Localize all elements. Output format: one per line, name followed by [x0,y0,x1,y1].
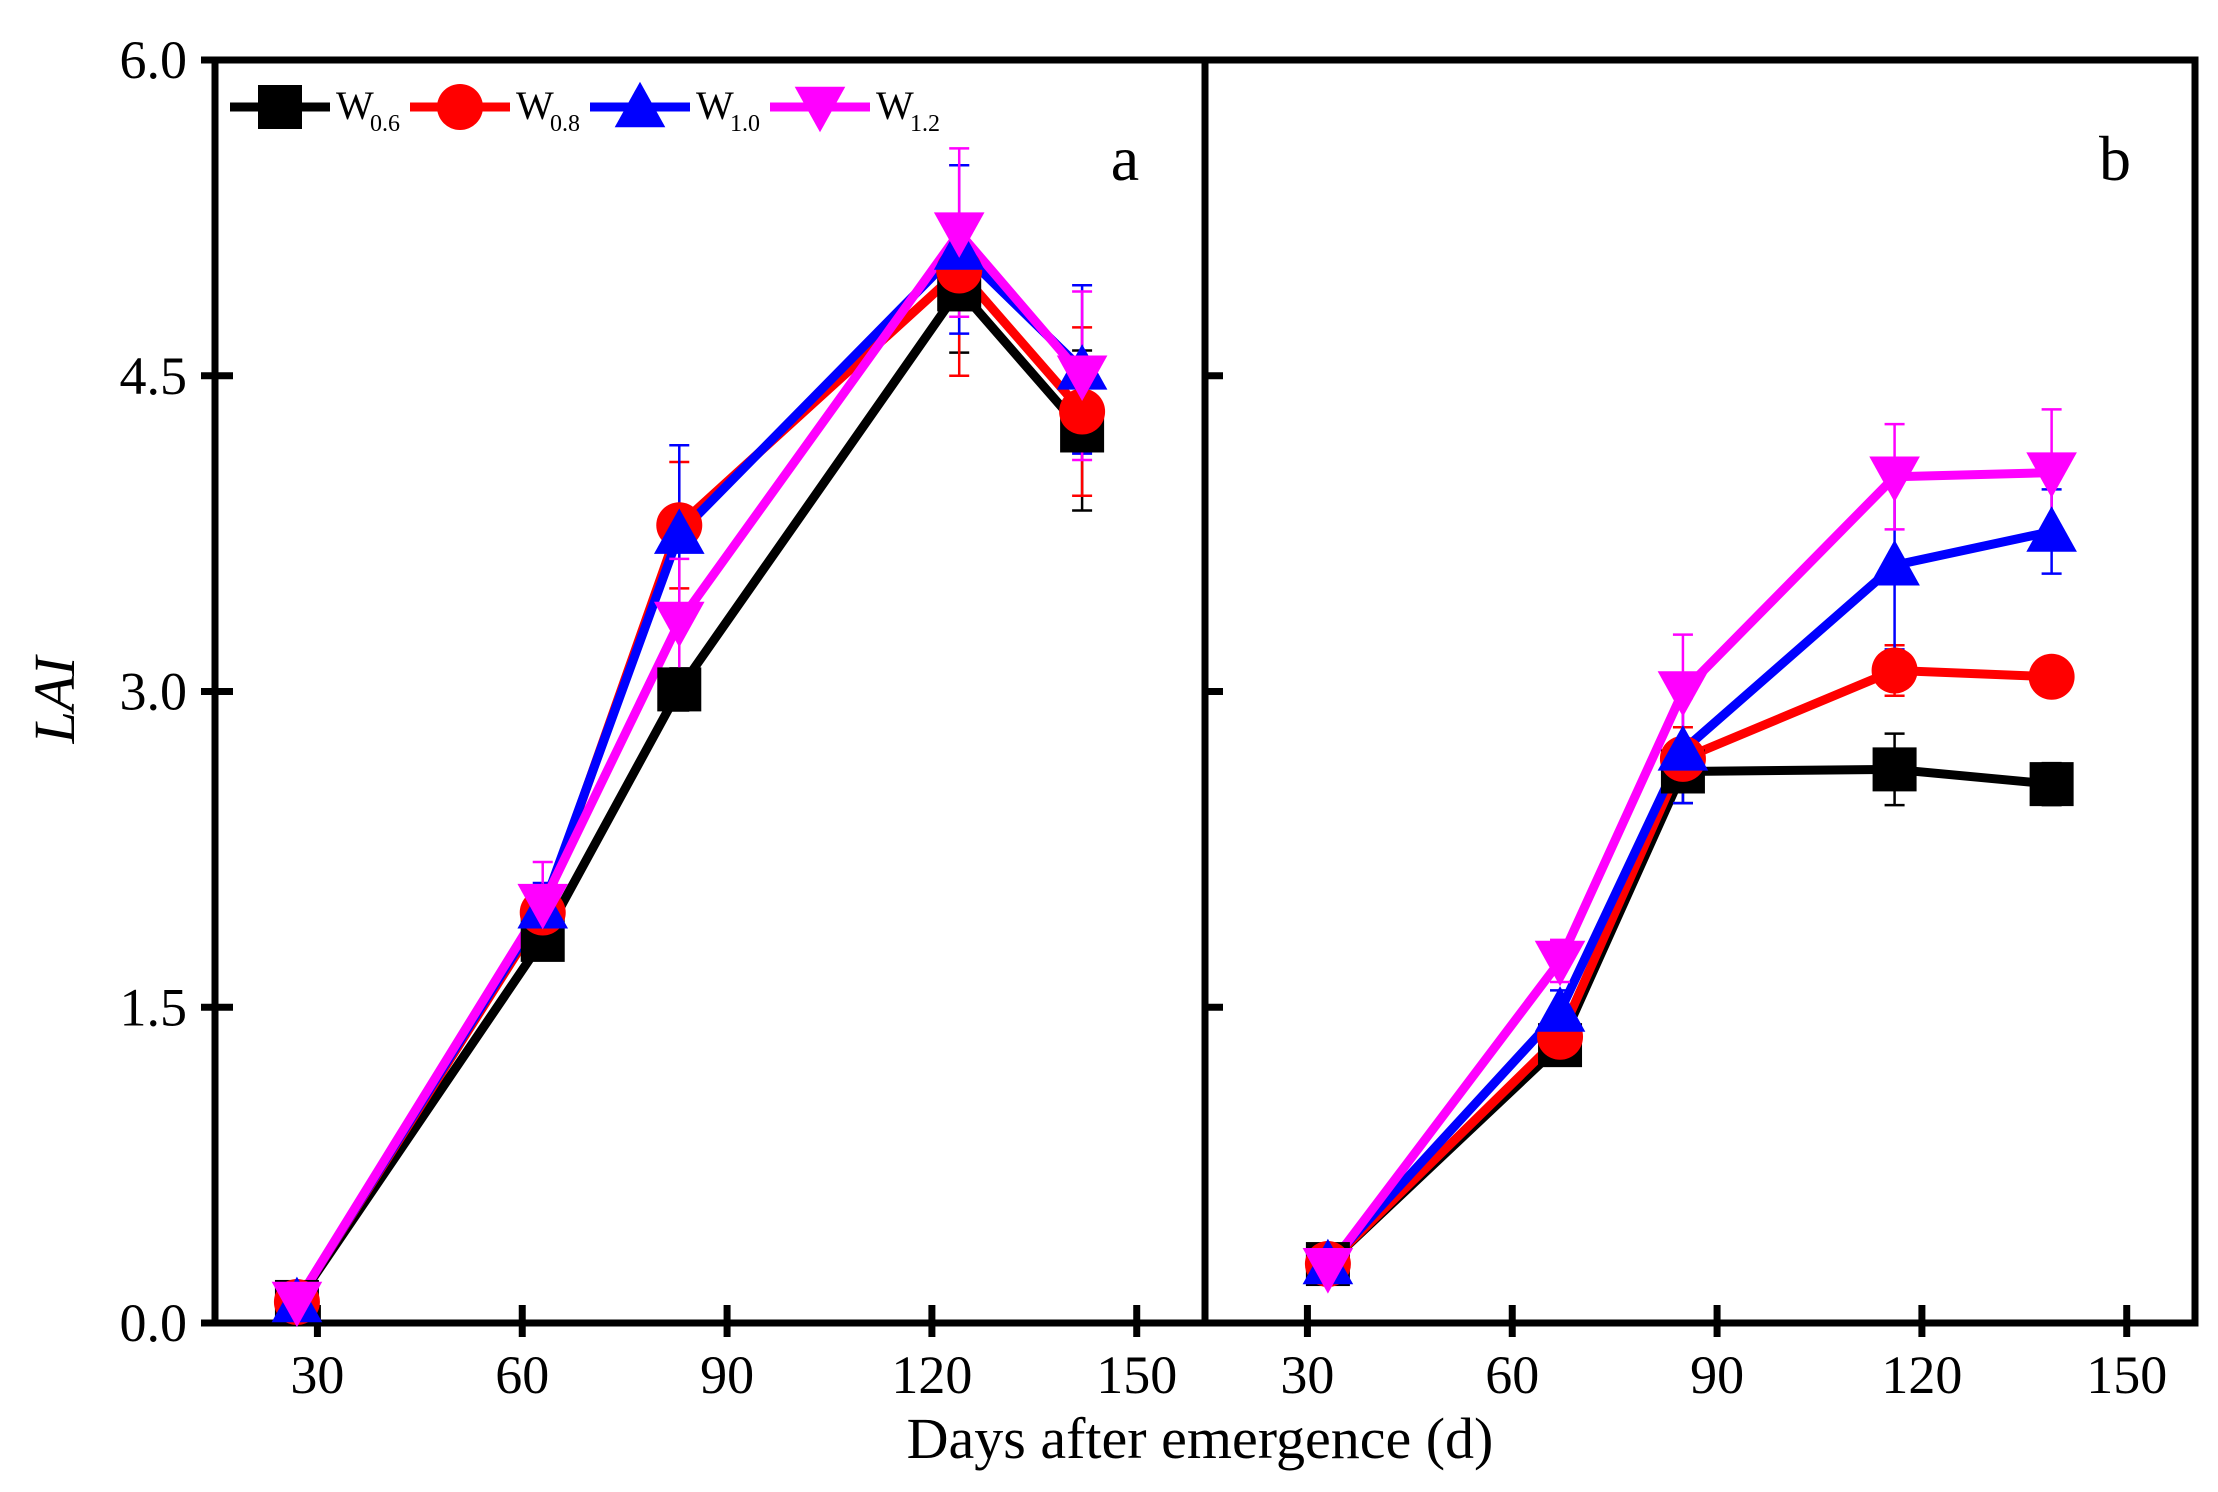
legend: W0.6 W0.8 W1.0 W1.2 [230,81,940,137]
panel-a-x-tick-label: 90 [700,1345,754,1405]
series-W12-point [1056,355,1108,402]
legend-subscript: 0.8 [550,111,580,137]
series-W12-point [1534,940,1586,987]
series-W12-point [271,1281,323,1328]
legend-marker [437,84,483,130]
series-W12-point [653,601,705,648]
series-W06-point [1872,747,1917,792]
series-W08-point [1871,647,1918,694]
panel-b-x-tick-label: 60 [1485,1345,1539,1405]
series-W10-point [1534,986,1586,1032]
panel-b-x-tick-label: 90 [1690,1345,1744,1405]
legend-marker [794,86,846,133]
panel-a-x-tick-label: 120 [891,1345,972,1405]
legend-label: W [696,83,734,128]
series-W12-point [933,212,985,258]
series-W06-point [657,667,702,712]
legend-label: W [336,83,374,128]
legend-marker [614,81,666,128]
series-W08-point [1059,388,1106,435]
panel-a-frame [211,56,1209,1327]
panel-b-x-tick-label: 150 [2086,1345,2167,1405]
panel-a-x-tick-label: 30 [290,1345,344,1405]
panel-a-label: a [1111,123,1139,194]
series-W10-point [1657,725,1709,771]
data-layer [271,147,2077,1328]
legend-item-06: W0.6 [230,83,400,137]
series-W06-line [1324,764,2053,1268]
panel-a-x-tick-label: 150 [1096,1345,1177,1405]
axes-layer [201,56,2199,1337]
series-W12-point [2026,452,2077,498]
series-W10-point [2026,506,2077,552]
panel-a-y-tick-label: 0.0 [120,1293,188,1353]
legend-subscript: 0.6 [370,111,400,137]
series-W12-point [1302,1248,1354,1294]
panel-a-x-tick-label: 60 [495,1345,549,1405]
series-W12-point [517,883,569,930]
series-W06-point [2029,762,2074,807]
legend-item-10: W1.0 [590,81,760,137]
series-W10-point [1869,539,1920,586]
panel-a-y-tick-label: 3.0 [120,662,188,722]
panel-b-x-tick-label: 120 [1881,1345,1962,1405]
series-W10-point [653,508,705,554]
legend-marker [258,85,302,129]
series-W08-line [293,266,1086,1305]
text-layer: LAI Days after emergence (d) 30 60 90 120 15… [22,30,2167,1471]
legend-subscript: 1.2 [910,111,940,137]
series-W08-point [2028,653,2075,700]
legend-item-12: W1.2 [770,83,940,137]
x-axis-label: Days after emergence (d) [907,1406,1494,1471]
legend-label: W [516,83,554,128]
series-W12-line [293,228,1086,1305]
legend-subscript: 1.0 [730,111,760,137]
legend-item-08: W0.8 [410,83,580,137]
series-W10-line [293,244,1086,1305]
legend-label: W [876,83,914,128]
series-W06-line [293,284,1086,1305]
y-axis-label: LAI [22,654,87,745]
series-W12-point [1869,456,1920,503]
panel-a-y-tick-label: 6.0 [120,30,188,90]
panel-b-label: b [2099,123,2131,194]
panel-b-x-tick-label: 30 [1280,1345,1334,1405]
panel-a-y-tick-label: 1.5 [120,977,188,1037]
panel-a-y-tick-label: 4.5 [120,346,188,406]
series-W12-point [1657,671,1709,717]
